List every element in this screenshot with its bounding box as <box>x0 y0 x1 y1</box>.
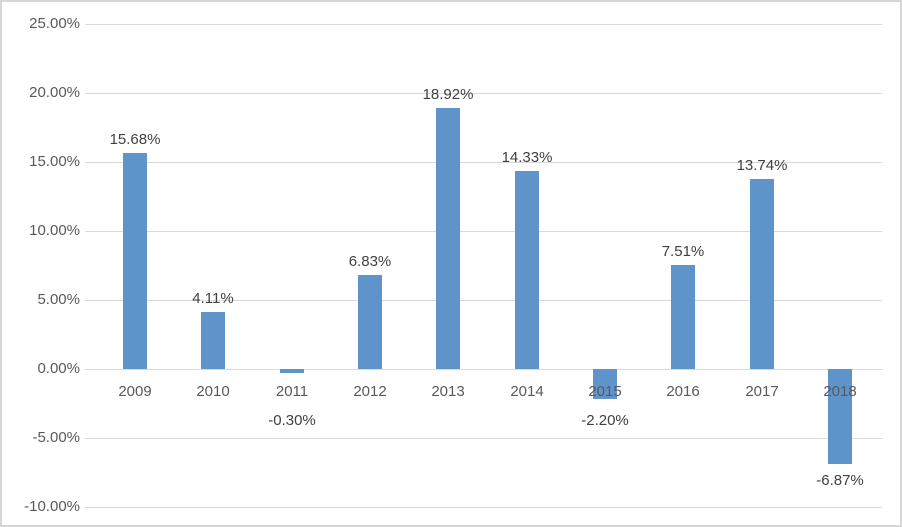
data-label: 7.51% <box>661 243 705 260</box>
data-label: -2.20% <box>581 412 629 429</box>
bar <box>123 153 147 369</box>
gridline <box>85 231 882 232</box>
data-label: 18.92% <box>422 86 474 103</box>
gridline <box>85 93 882 94</box>
category-label: 2012 <box>353 383 387 400</box>
y-axis-tick-label: 10.00% <box>29 222 80 239</box>
category-label: 2015 <box>588 383 622 400</box>
y-axis-tick-label: -10.00% <box>24 498 80 515</box>
data-label: 15.68% <box>109 131 161 148</box>
gridline <box>85 300 882 301</box>
bar <box>750 179 774 369</box>
y-axis-tick-label: 0.00% <box>37 360 80 377</box>
data-label: -6.87% <box>816 472 864 489</box>
data-label: 6.83% <box>348 253 392 270</box>
bar <box>515 171 539 369</box>
y-axis-tick-label: 5.00% <box>37 291 80 308</box>
y-axis-tick-label: 25.00% <box>29 15 80 32</box>
category-label: 2018 <box>823 383 857 400</box>
gridline <box>85 369 882 370</box>
data-label: 13.74% <box>736 157 788 174</box>
y-axis-tick-label: 15.00% <box>29 153 80 170</box>
gridline <box>85 24 882 25</box>
data-label: 14.33% <box>501 149 553 166</box>
data-label: -0.30% <box>268 412 316 429</box>
category-label: 2014 <box>510 383 544 400</box>
category-label: 2017 <box>745 383 779 400</box>
gridline <box>85 162 882 163</box>
gridline <box>85 438 882 439</box>
bar <box>201 312 225 369</box>
category-label: 2009 <box>118 383 152 400</box>
bar <box>828 369 852 464</box>
gridline <box>85 507 882 508</box>
bar <box>593 369 617 399</box>
category-label: 2010 <box>196 383 230 400</box>
bar <box>358 275 382 369</box>
bar <box>436 108 460 369</box>
category-label: 2013 <box>431 383 465 400</box>
category-label: 2016 <box>666 383 700 400</box>
data-label: 4.11% <box>192 290 234 307</box>
bar <box>671 265 695 369</box>
bar <box>280 369 304 373</box>
y-axis-tick-label: 20.00% <box>29 84 80 101</box>
category-label: 2011 <box>275 383 309 400</box>
y-axis-tick-label: -5.00% <box>32 429 80 446</box>
